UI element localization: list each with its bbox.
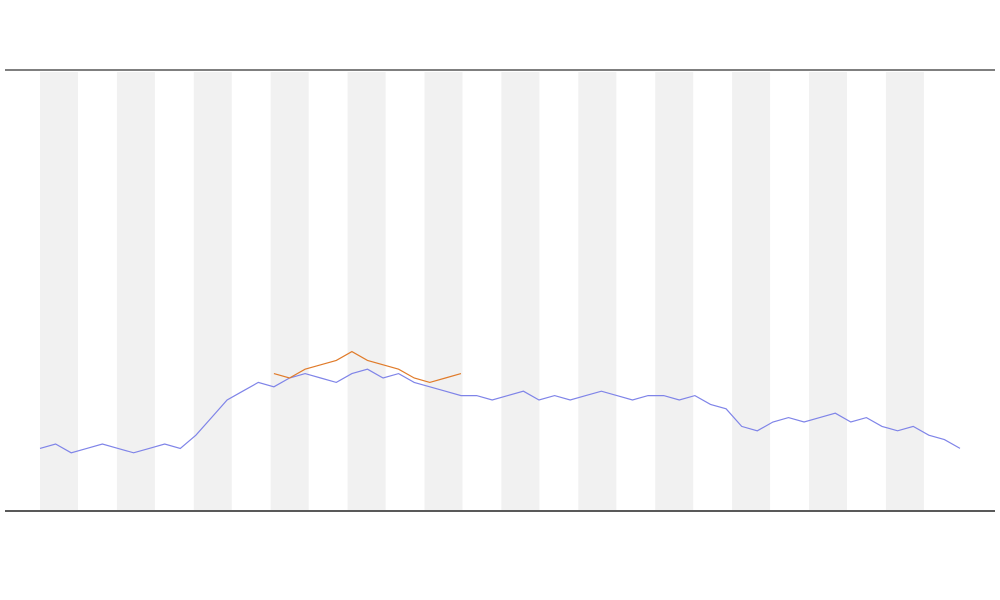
shade-band (809, 72, 847, 510)
background-bands (40, 72, 924, 510)
shade-band (732, 72, 771, 510)
series-line (273, 350, 462, 384)
shade-band (270, 72, 309, 510)
shade-band (501, 72, 540, 510)
shade-band (578, 72, 617, 510)
shade-band (424, 72, 463, 510)
shade-band (347, 72, 386, 510)
shade-band (655, 72, 694, 510)
shade-band (116, 72, 155, 510)
shade-band (40, 72, 78, 510)
shade-band (193, 72, 232, 510)
series-line (39, 368, 961, 454)
shade-band (885, 72, 924, 510)
